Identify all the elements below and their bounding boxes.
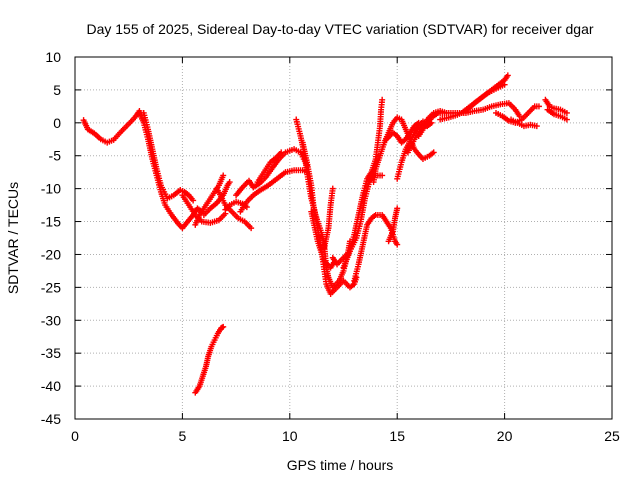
data-point [379,96,386,103]
data-point [248,225,255,232]
y-tick-label: 5 [53,82,61,98]
data-point [563,116,570,123]
y-tick-label: -45 [41,411,61,427]
data-point [379,172,386,179]
y-tick-label: -15 [41,214,61,230]
y-tick-label: -40 [41,378,61,394]
data-point [501,81,508,88]
y-tick-label: 10 [45,49,61,65]
data-point [329,185,336,192]
data-point [533,123,540,130]
x-tick-label: 15 [389,428,405,444]
axis-layer: 0 5 10 15 20 25 10 5 0 -5 -10 -15 -20 -25 -30 -35 -40 -45 [41,49,620,444]
y-tick-label: -25 [41,279,61,295]
y-tick-label: -30 [41,312,61,328]
y-tick-label: -10 [41,181,61,197]
data-point [190,197,197,204]
y-tick-label: -20 [41,246,61,262]
data-point [278,149,285,156]
x-tick-label: 10 [282,428,298,444]
x-tick-label: 0 [71,428,79,444]
y-tick-label: 0 [53,115,61,131]
x-tick-label: 25 [604,428,620,444]
data-point [535,103,542,110]
data-point [226,179,233,186]
chart-title: Day 155 of 2025, Sidereal Day-to-day VTE… [86,21,593,37]
y-tick-label: -5 [49,148,62,164]
y-tick-label: -35 [41,345,61,361]
data-point [220,323,227,330]
data-point [220,172,227,179]
x-tick-label: 20 [497,428,513,444]
data-point [394,241,401,248]
data-layer [80,72,570,396]
plot-frame [74,56,613,420]
x-axis-label: GPS time / hours [287,457,394,473]
data-point [430,149,437,156]
data-point [504,72,511,79]
data-point [394,205,401,212]
y-axis-label: SDTVAR / TECUs [5,182,21,294]
data-point [563,109,570,116]
x-tick-label: 5 [179,428,187,444]
